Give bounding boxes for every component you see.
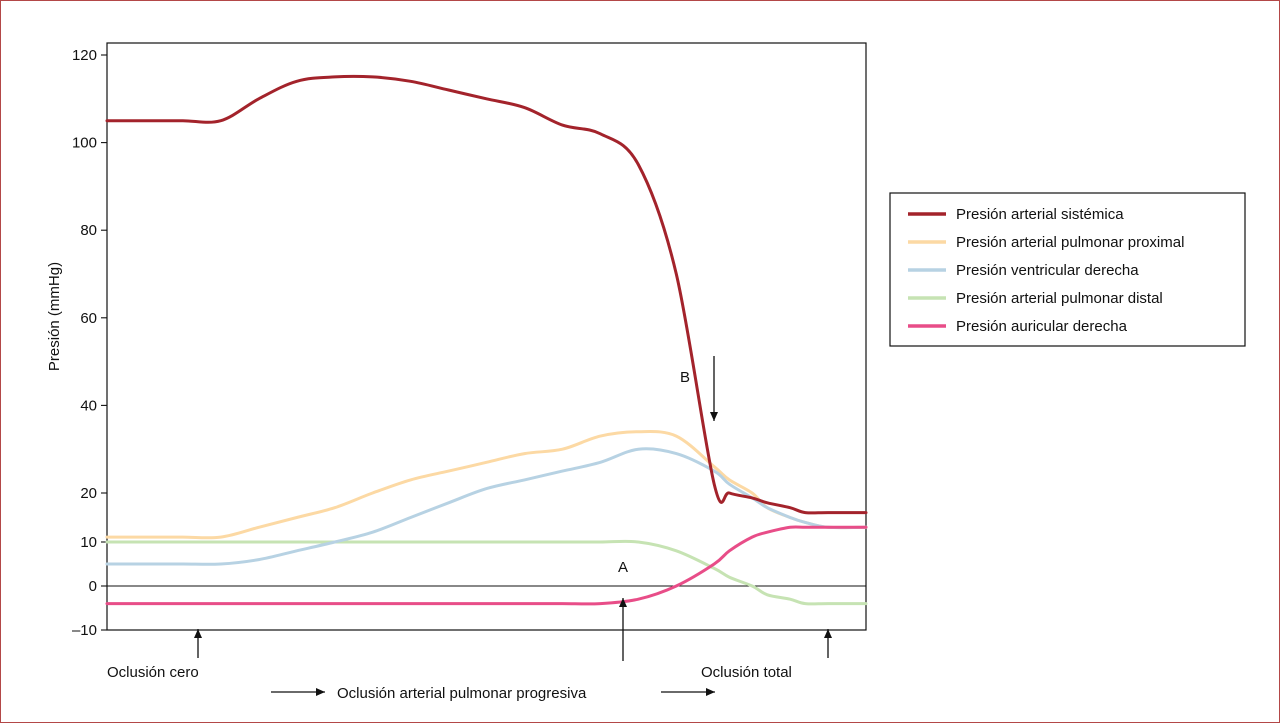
legend-items: Presión arterial sistémica Presión arteri… [908,206,1184,335]
series-line-0 [105,74,868,515]
legend: Presión arterial sistémica Presión arteri… [889,192,1246,347]
oclusion-cero-label: Oclusión cero [107,664,199,681]
annotation-b-arrow [710,356,718,421]
y-tick-label: 40 [80,397,97,414]
oclusion-total-label: Oclusión total [701,664,792,681]
legend-label: Presión arterial pulmonar distal [956,290,1163,307]
series-layer [105,74,868,606]
legend-label: Presión arterial pulmonar proximal [956,234,1184,251]
legend-label: Presión arterial sistémica [956,206,1124,223]
legend-label: Presión auricular derecha [956,318,1128,335]
y-tick-label: 80 [80,222,97,239]
annotations: A B Oclusión cero Oclusión total Oclusió… [107,356,832,702]
series-line-1 [105,430,868,540]
legend-box [889,192,1246,347]
progresiva-left-arrow [271,688,325,696]
series-line-2 [105,447,868,566]
plot-border [106,42,867,631]
y-tick-label: 0 [89,578,97,595]
series-line-4 [105,525,868,606]
y-tick-label: 20 [80,485,97,502]
annotation-b-label: B [680,369,690,386]
annotation-a-label: A [618,559,628,576]
oclusion-total-arrow [824,629,832,658]
oclusion-cero-arrow [194,629,202,658]
y-tick-label: –10 [72,622,97,639]
annotation-a-arrow [619,598,627,661]
y-tick-label: 120 [72,47,97,64]
y-axis-label: Presión (mmHg) [46,262,63,371]
y-tick-label: 60 [80,310,97,327]
y-tick-label: 100 [72,135,97,152]
series-line-3 [105,539,868,606]
progresiva-label: Oclusión arterial pulmonar progresiva [337,685,587,702]
y-axis: –10 0 10 20 40 60 80 100 120 [72,47,107,639]
y-tick-label: 10 [80,534,97,551]
plot-area: –10 0 10 20 40 60 80 100 120 [72,42,868,639]
legend-label: Presión ventricular derecha [956,262,1139,279]
progresiva-right-arrow [661,688,715,696]
